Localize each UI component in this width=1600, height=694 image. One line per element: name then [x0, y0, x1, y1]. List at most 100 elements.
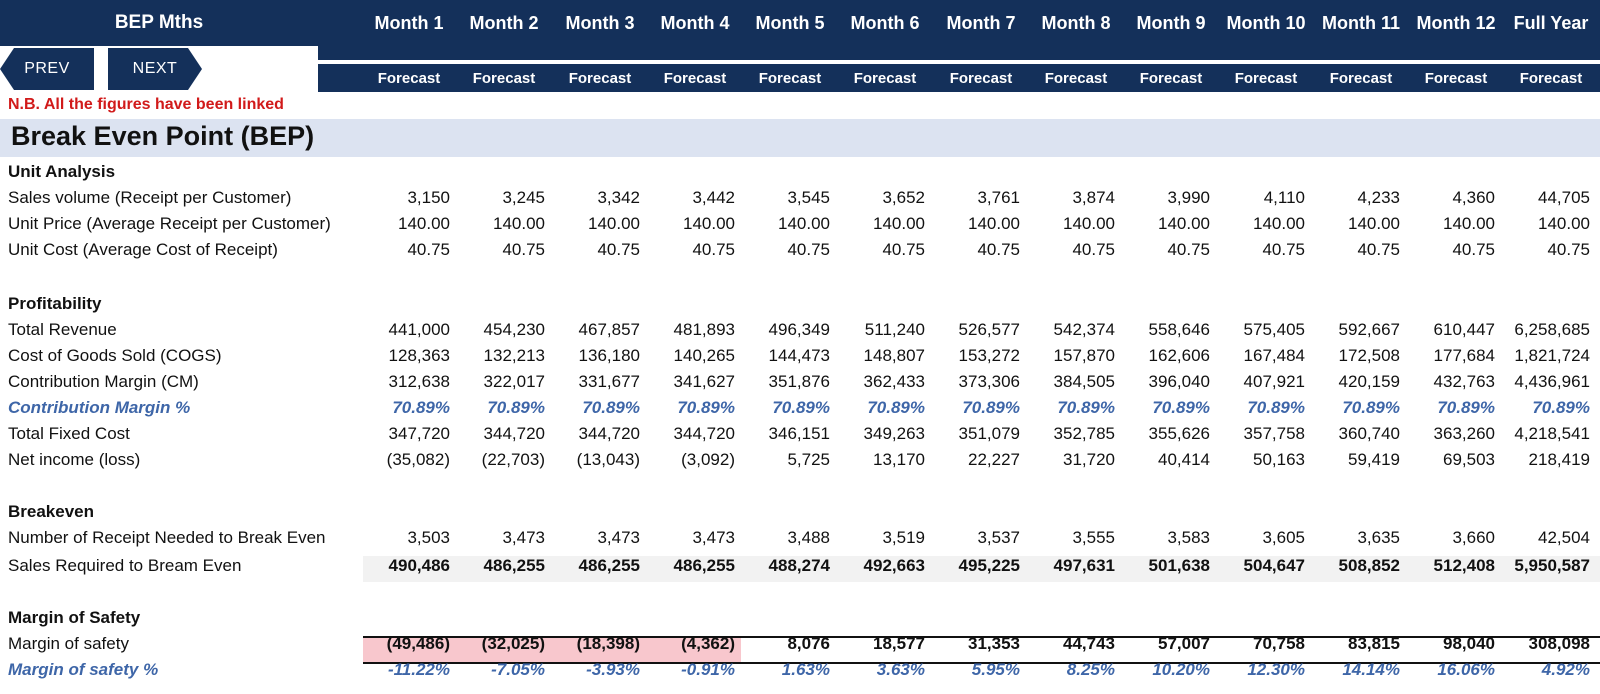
unit-price-cell[interactable]: 140.00	[778, 214, 830, 233]
sales-required-break-even-cell[interactable]: 492,663	[863, 556, 925, 575]
net-income-cell[interactable]: 13,170	[873, 450, 925, 469]
cogs-cell[interactable]: 1,821,724	[1514, 346, 1590, 365]
total-revenue-cell[interactable]: 454,230	[483, 320, 545, 339]
unit-cost-cell[interactable]: 40.75	[1452, 240, 1495, 259]
receipts-to-break-even-cell[interactable]: 3,519	[882, 528, 925, 547]
contribution-margin-cell[interactable]: 432,763	[1433, 372, 1495, 391]
contribution-margin-pct-cell[interactable]: 70.89%	[1342, 398, 1400, 417]
contribution-margin-pct-cell[interactable]: 70.89%	[962, 398, 1020, 417]
unit-price-cell[interactable]: 140.00	[873, 214, 925, 233]
margin-of-safety-cell[interactable]: (32,025)	[481, 634, 545, 653]
contribution-margin-cell[interactable]: 373,306	[958, 372, 1020, 391]
sales-volume-cell[interactable]: 3,342	[597, 188, 640, 207]
contribution-margin-cell[interactable]: 362,433	[863, 372, 925, 391]
cogs-cell[interactable]: 153,272	[958, 346, 1020, 365]
next-button[interactable]: NEXT	[108, 48, 202, 90]
sales-volume-cell[interactable]: 3,874	[1072, 188, 1115, 207]
margin-of-safety-pct-cell[interactable]: 8.25%	[1066, 660, 1115, 679]
total-fixed-cost-cell[interactable]: 344,720	[673, 424, 735, 443]
sales-required-break-even-cell[interactable]: 486,255	[578, 556, 640, 575]
cogs-cell[interactable]: 140,265	[673, 346, 735, 365]
total-fixed-cost-cell[interactable]: 4,218,541	[1514, 424, 1590, 443]
contribution-margin-pct-cell[interactable]: 70.89%	[1247, 398, 1305, 417]
net-income-cell[interactable]: 5,725	[787, 450, 830, 469]
sales-volume-cell[interactable]: 4,360	[1452, 188, 1495, 207]
receipts-to-break-even-cell[interactable]: 3,503	[407, 528, 450, 547]
total-fixed-cost-cell[interactable]: 355,626	[1148, 424, 1210, 443]
total-revenue-cell[interactable]: 526,577	[958, 320, 1020, 339]
unit-cost-cell[interactable]: 40.75	[977, 240, 1020, 259]
unit-cost-cell[interactable]: 40.75	[502, 240, 545, 259]
total-fixed-cost-cell[interactable]: 352,785	[1053, 424, 1115, 443]
cogs-cell[interactable]: 148,807	[863, 346, 925, 365]
receipts-to-break-even-cell[interactable]: 3,473	[502, 528, 545, 547]
total-fixed-cost-cell[interactable]: 347,720	[388, 424, 450, 443]
sales-volume-cell[interactable]: 4,110	[1263, 188, 1305, 207]
unit-price-cell[interactable]: 140.00	[588, 214, 640, 233]
margin-of-safety-pct-cell[interactable]: 4.92%	[1541, 660, 1590, 679]
sales-volume-cell[interactable]: 3,545	[787, 188, 830, 207]
unit-cost-cell[interactable]: 40.75	[882, 240, 925, 259]
margin-of-safety-cell[interactable]: 31,353	[968, 634, 1020, 653]
net-income-cell[interactable]: 22,227	[968, 450, 1020, 469]
contribution-margin-cell[interactable]: 396,040	[1148, 372, 1210, 391]
sales-required-break-even-cell[interactable]: 486,255	[673, 556, 735, 575]
total-revenue-cell[interactable]: 558,646	[1148, 320, 1210, 339]
unit-cost-cell[interactable]: 40.75	[787, 240, 830, 259]
margin-of-safety-cell[interactable]: 8,076	[787, 634, 830, 653]
total-fixed-cost-cell[interactable]: 349,263	[863, 424, 925, 443]
contribution-margin-cell[interactable]: 331,677	[578, 372, 640, 391]
total-fixed-cost-cell[interactable]: 351,079	[958, 424, 1020, 443]
total-revenue-cell[interactable]: 610,447	[1433, 320, 1495, 339]
net-income-cell[interactable]: 40,414	[1158, 450, 1210, 469]
margin-of-safety-cell[interactable]: (18,398)	[576, 634, 640, 653]
total-fixed-cost-cell[interactable]: 346,151	[768, 424, 830, 443]
cogs-cell[interactable]: 177,684	[1433, 346, 1495, 365]
receipts-to-break-even-cell[interactable]: 3,605	[1262, 528, 1305, 547]
margin-of-safety-pct-cell[interactable]: 12.30%	[1247, 660, 1305, 679]
total-revenue-cell[interactable]: 592,667	[1338, 320, 1400, 339]
margin-of-safety-cell[interactable]: (4,362)	[681, 634, 735, 653]
sales-volume-cell[interactable]: 3,652	[882, 188, 925, 207]
margin-of-safety-pct-cell[interactable]: 10.20%	[1152, 660, 1210, 679]
net-income-cell[interactable]: 218,419	[1528, 450, 1590, 469]
unit-price-cell[interactable]: 140.00	[683, 214, 735, 233]
sales-required-break-even-cell[interactable]: 501,638	[1148, 556, 1210, 575]
unit-price-cell[interactable]: 140.00	[1063, 214, 1115, 233]
sales-required-break-even-cell[interactable]: 512,408	[1433, 556, 1495, 575]
total-fixed-cost-cell[interactable]: 344,720	[483, 424, 545, 443]
margin-of-safety-cell[interactable]: 308,098	[1528, 634, 1590, 653]
contribution-margin-cell[interactable]: 420,159	[1338, 372, 1400, 391]
cogs-cell[interactable]: 128,363	[388, 346, 450, 365]
sales-required-break-even-cell[interactable]: 504,647	[1243, 556, 1305, 575]
total-fixed-cost-cell[interactable]: 344,720	[578, 424, 640, 443]
sales-required-break-even-cell[interactable]: 490,486	[388, 556, 450, 575]
contribution-margin-cell[interactable]: 351,876	[768, 372, 830, 391]
contribution-margin-pct-cell[interactable]: 70.89%	[772, 398, 830, 417]
contribution-margin-cell[interactable]: 312,638	[388, 372, 450, 391]
contribution-margin-cell[interactable]: 322,017	[483, 372, 545, 391]
margin-of-safety-pct-cell[interactable]: 14.14%	[1342, 660, 1400, 679]
margin-of-safety-pct-cell[interactable]: -7.05%	[491, 660, 545, 679]
cogs-cell[interactable]: 167,484	[1243, 346, 1305, 365]
unit-cost-cell[interactable]: 40.75	[1167, 240, 1210, 259]
unit-price-cell[interactable]: 140.00	[398, 214, 450, 233]
unit-cost-cell[interactable]: 40.75	[597, 240, 640, 259]
cogs-cell[interactable]: 172,508	[1338, 346, 1400, 365]
unit-price-cell[interactable]: 140.00	[1538, 214, 1590, 233]
unit-cost-cell[interactable]: 40.75	[1357, 240, 1400, 259]
margin-of-safety-pct-cell[interactable]: 5.95%	[971, 660, 1020, 679]
receipts-to-break-even-cell[interactable]: 3,488	[787, 528, 830, 547]
cogs-cell[interactable]: 132,213	[483, 346, 545, 365]
sales-volume-cell[interactable]: 44,705	[1538, 188, 1590, 207]
contribution-margin-pct-cell[interactable]: 70.89%	[1532, 398, 1590, 417]
margin-of-safety-cell[interactable]: 44,743	[1063, 634, 1115, 653]
receipts-to-break-even-cell[interactable]: 3,635	[1357, 528, 1400, 547]
contribution-margin-pct-cell[interactable]: 70.89%	[1057, 398, 1115, 417]
contribution-margin-cell[interactable]: 407,921	[1243, 372, 1305, 391]
unit-cost-cell[interactable]: 40.75	[1547, 240, 1590, 259]
unit-price-cell[interactable]: 140.00	[1443, 214, 1495, 233]
net-income-cell[interactable]: 50,163	[1253, 450, 1305, 469]
total-revenue-cell[interactable]: 575,405	[1243, 320, 1305, 339]
receipts-to-break-even-cell[interactable]: 3,473	[597, 528, 640, 547]
